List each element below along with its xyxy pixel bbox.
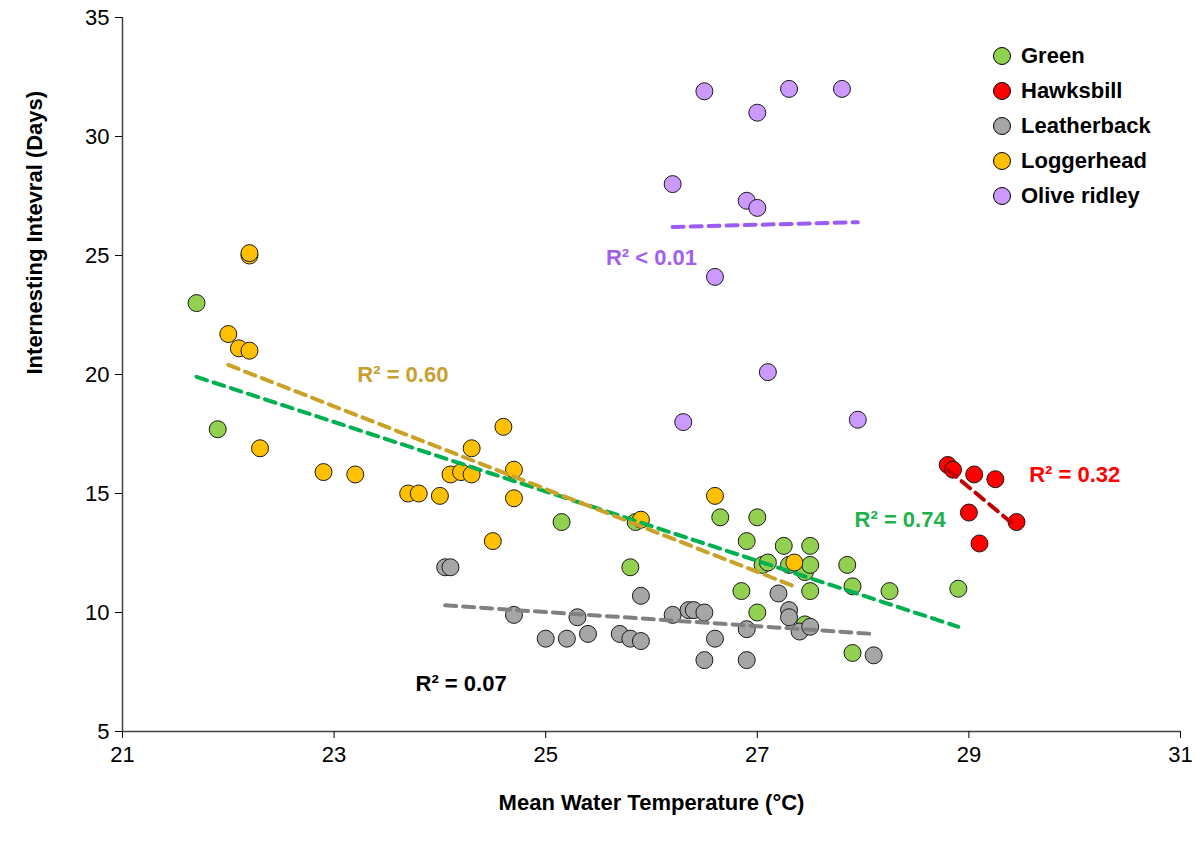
svg-text:R² < 0.01: R² < 0.01	[606, 245, 697, 270]
svg-text:21: 21	[110, 742, 134, 767]
html-text:Hawksbill: Hawksbill	[1021, 77, 1123, 103]
svg-text:15: 15	[85, 481, 109, 506]
svg-text:29: 29	[957, 742, 981, 767]
svg-text:R² = 0.32: R² = 0.32	[1029, 462, 1120, 487]
html-text:Loggerhead: Loggerhead	[1021, 147, 1147, 173]
svg-text:30: 30	[85, 124, 109, 149]
svg-text:27: 27	[745, 742, 769, 767]
svg-text:25: 25	[533, 742, 557, 767]
svg-text:31: 31	[1168, 742, 1192, 767]
svg-text:R² = 0.74: R² = 0.74	[855, 507, 947, 532]
svg-text:5: 5	[97, 719, 109, 744]
html-text:Leatherback: Leatherback	[1021, 112, 1151, 138]
svg-text:23: 23	[322, 742, 346, 767]
svg-text:35: 35	[85, 5, 109, 30]
html-text:Olive ridley: Olive ridley	[1021, 182, 1140, 208]
svg-text:Mean Water Temperature (°C): Mean Water Temperature (°C)	[499, 790, 805, 815]
svg-text:10: 10	[85, 600, 109, 625]
svg-text:R² = 0.60: R² = 0.60	[357, 362, 448, 387]
svg-text:25: 25	[85, 243, 109, 268]
html-text:Green: Green	[1021, 42, 1085, 68]
svg-text:Internesting Intevral (Days): Internesting Intevral (Days)	[22, 91, 47, 375]
svg-text:R² = 0.07: R² = 0.07	[416, 671, 507, 696]
svg-text:20: 20	[85, 362, 109, 387]
